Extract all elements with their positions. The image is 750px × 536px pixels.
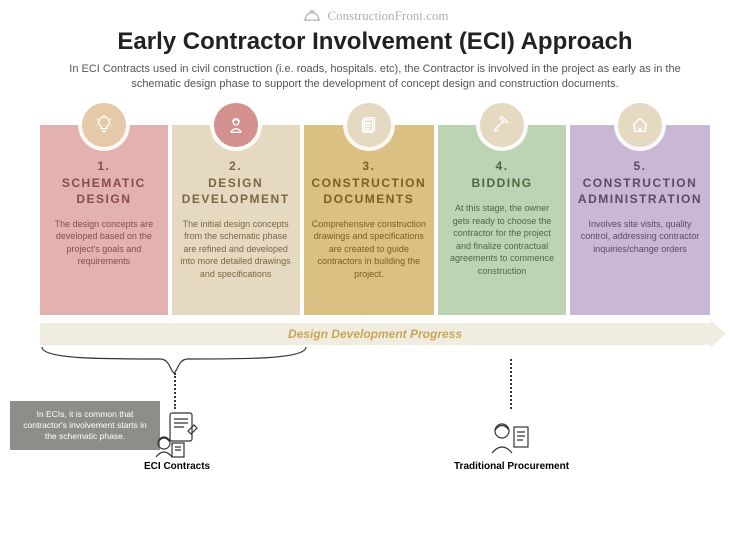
- eci-dotted-line: [174, 373, 176, 409]
- stage-desc-2: The initial design concepts from the sch…: [180, 218, 292, 281]
- stage-icon-2: [214, 103, 258, 147]
- bottom-annotations: In ECIs, it is common that contractor's …: [40, 345, 710, 505]
- stage-2: 2.DESIGN DEVELOPMENT The initial design c…: [172, 125, 300, 315]
- stage-card-1: 1.SCHEMATIC DESIGN The design concepts ar…: [40, 125, 168, 315]
- stage-desc-4: At this stage, the owner gets ready to c…: [446, 202, 558, 278]
- stage-desc-5: Involves site visits, quality control, a…: [578, 218, 702, 256]
- stage-1: 1.SCHEMATIC DESIGN The design concepts ar…: [40, 125, 168, 315]
- stage-title-5: 5.CONSTRUCTION ADMINISTRATION: [578, 159, 702, 208]
- stage-name-1: SCHEMATIC DESIGN: [62, 176, 146, 206]
- stage-card-3: 3.CONSTRUCTION DOCUMENTS Comprehensive co…: [304, 125, 435, 315]
- stage-num-3: 3.: [312, 159, 427, 175]
- hardhat-icon: [302, 8, 322, 24]
- stage-card-5: 5.CONSTRUCTION ADMINISTRATION Involves si…: [570, 125, 710, 315]
- stage-num-1: 1.: [48, 159, 160, 175]
- stage-name-4: BIDDING: [471, 176, 532, 190]
- stage-5: 5.CONSTRUCTION ADMINISTRATION Involves si…: [570, 125, 710, 315]
- stage-num-4: 4.: [446, 159, 558, 175]
- stage-icon-1: [82, 103, 126, 147]
- site-logo-row: ConstructionFront.com: [0, 8, 750, 24]
- page-title: Early Contractor Involvement (ECI) Appro…: [0, 28, 750, 56]
- stage-num-5: 5.: [578, 159, 702, 175]
- page-subtitle: In ECI Contracts used in civil construct…: [45, 62, 705, 93]
- stage-title-2: 2.DESIGN DEVELOPMENT: [180, 159, 292, 208]
- stage-num-2: 2.: [180, 159, 292, 175]
- stage-4: 4.BIDDING At this stage, the owner gets r…: [438, 125, 566, 315]
- eci-label: ECI Contracts: [144, 461, 210, 472]
- stage-name-5: CONSTRUCTION ADMINISTRATION: [578, 176, 702, 206]
- stages-row: 1.SCHEMATIC DESIGN The design concepts ar…: [0, 125, 750, 315]
- stage-title-3: 3.CONSTRUCTION DOCUMENTS: [312, 159, 427, 208]
- stage-title-1: 1.SCHEMATIC DESIGN: [48, 159, 160, 208]
- header: ConstructionFront.com Early Contractor I…: [0, 0, 750, 97]
- stage-desc-1: The design concepts are developed based …: [48, 218, 160, 268]
- progress-arrow: Design Development Progress: [40, 323, 710, 345]
- curly-brace: [40, 345, 308, 375]
- stage-title-4: 4.BIDDING: [446, 159, 558, 192]
- stage-icon-3: [347, 103, 391, 147]
- stage-3: 3.CONSTRUCTION DOCUMENTS Comprehensive co…: [304, 125, 435, 315]
- progress-label: Design Development Progress: [288, 327, 462, 341]
- stage-icon-4: [480, 103, 524, 147]
- eci-contract-icon: [150, 409, 200, 459]
- stage-card-2: 2.DESIGN DEVELOPMENT The initial design c…: [172, 125, 300, 315]
- stage-desc-3: Comprehensive construction drawings and …: [312, 218, 427, 281]
- stage-name-2: DESIGN DEVELOPMENT: [182, 176, 290, 206]
- trad-dotted-line: [510, 359, 512, 409]
- stage-icon-5: [618, 103, 662, 147]
- stage-name-3: CONSTRUCTION DOCUMENTS: [312, 176, 427, 206]
- trad-label: Traditional Procurement: [454, 461, 569, 472]
- eci-note-box: In ECIs, it is common that contractor's …: [10, 401, 160, 450]
- stage-card-4: 4.BIDDING At this stage, the owner gets r…: [438, 125, 566, 315]
- trad-procurement-icon: [486, 409, 536, 459]
- site-name: ConstructionFront.com: [328, 8, 449, 24]
